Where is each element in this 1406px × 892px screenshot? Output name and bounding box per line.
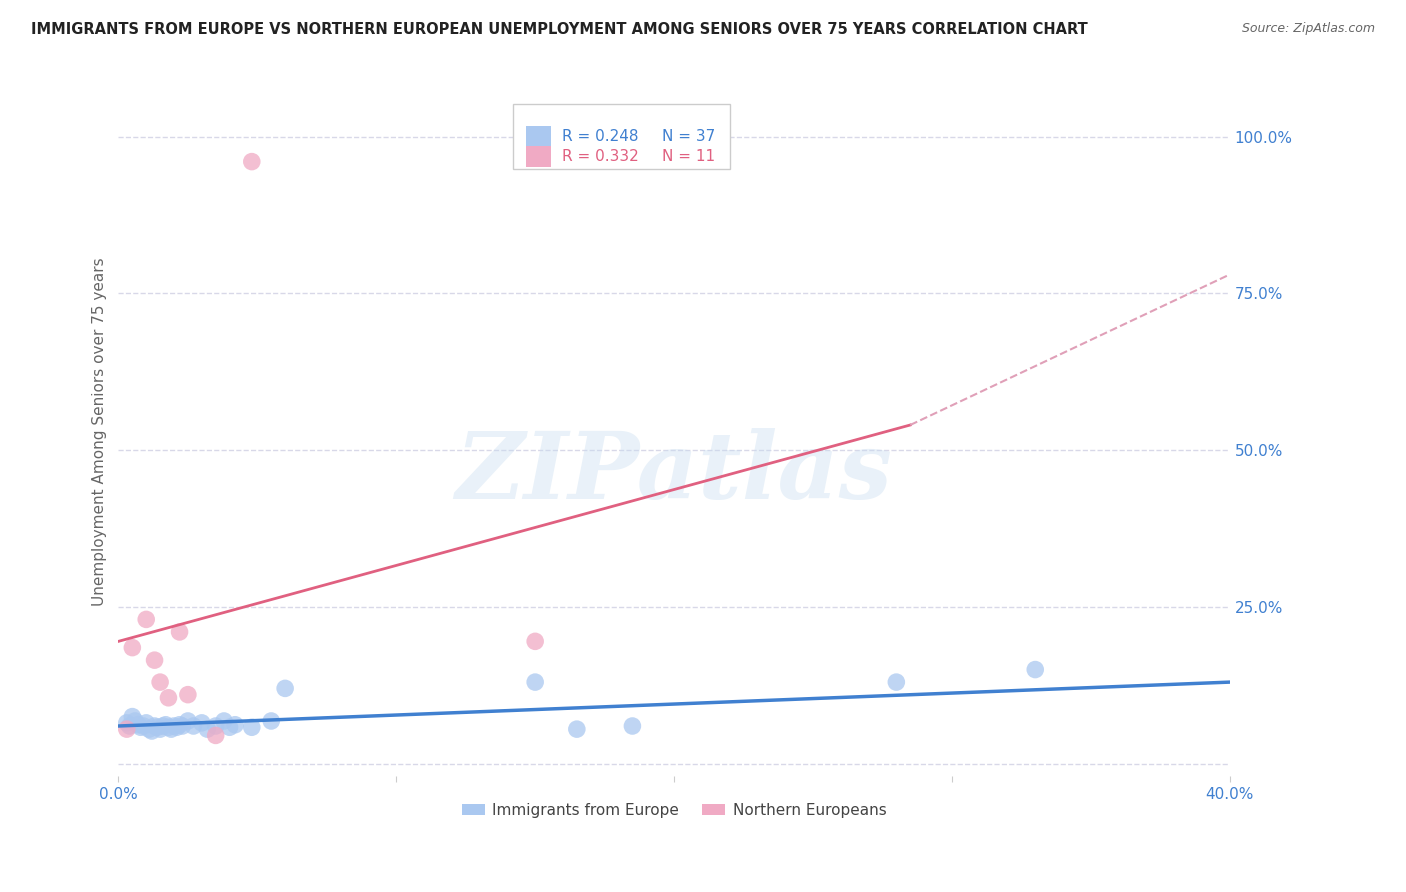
Text: IMMIGRANTS FROM EUROPE VS NORTHERN EUROPEAN UNEMPLOYMENT AMONG SENIORS OVER 75 Y: IMMIGRANTS FROM EUROPE VS NORTHERN EUROP… xyxy=(31,22,1088,37)
Point xyxy=(146,720,169,734)
Text: N = 11: N = 11 xyxy=(662,149,716,164)
Point xyxy=(121,640,143,655)
Point xyxy=(138,722,160,736)
Point xyxy=(127,717,149,731)
Point xyxy=(621,719,644,733)
Point xyxy=(260,714,283,728)
Point xyxy=(218,720,240,734)
Point xyxy=(132,719,155,733)
Point xyxy=(886,675,908,690)
Point xyxy=(155,717,177,731)
Point xyxy=(204,728,226,742)
Point xyxy=(240,720,263,734)
Point xyxy=(163,719,186,733)
Point xyxy=(121,709,143,723)
Point xyxy=(152,719,174,733)
Point xyxy=(141,724,163,739)
Point xyxy=(191,715,214,730)
Point xyxy=(524,675,547,690)
Point xyxy=(195,722,218,736)
Point xyxy=(183,719,205,733)
Text: R = 0.248: R = 0.248 xyxy=(562,128,638,144)
Bar xyxy=(526,126,551,146)
Point xyxy=(157,720,180,734)
Point xyxy=(118,719,141,733)
Point xyxy=(124,714,146,728)
Bar xyxy=(526,146,551,167)
FancyBboxPatch shape xyxy=(513,103,730,169)
Point xyxy=(212,714,235,728)
Text: N = 37: N = 37 xyxy=(662,128,716,144)
Y-axis label: Unemployment Among Seniors over 75 years: Unemployment Among Seniors over 75 years xyxy=(93,257,107,606)
Point xyxy=(129,720,152,734)
Legend: Immigrants from Europe, Northern Europeans: Immigrants from Europe, Northern Europea… xyxy=(456,797,893,823)
Point xyxy=(565,722,588,736)
Text: R = 0.332: R = 0.332 xyxy=(562,149,638,164)
Point xyxy=(169,624,191,639)
Point xyxy=(177,688,200,702)
Point xyxy=(224,717,246,731)
Point xyxy=(169,717,191,731)
Point xyxy=(135,715,157,730)
Point xyxy=(143,719,166,733)
Point xyxy=(172,719,194,733)
Point xyxy=(115,722,138,736)
Point xyxy=(135,612,157,626)
Point xyxy=(166,720,188,734)
Point xyxy=(240,154,263,169)
Text: ZIPatlas: ZIPatlas xyxy=(456,427,893,517)
Point xyxy=(204,719,226,733)
Point xyxy=(160,722,183,736)
Point xyxy=(115,715,138,730)
Point xyxy=(143,653,166,667)
Point xyxy=(177,714,200,728)
Point xyxy=(149,722,172,736)
Point xyxy=(157,690,180,705)
Point xyxy=(274,681,297,696)
Point xyxy=(1024,663,1046,677)
Point xyxy=(524,634,547,648)
Text: Source: ZipAtlas.com: Source: ZipAtlas.com xyxy=(1241,22,1375,36)
Point xyxy=(149,675,172,690)
